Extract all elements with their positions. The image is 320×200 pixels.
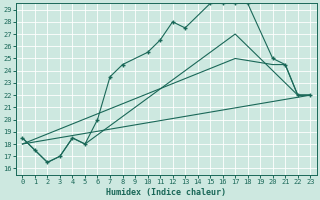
X-axis label: Humidex (Indice chaleur): Humidex (Indice chaleur) <box>106 188 226 197</box>
